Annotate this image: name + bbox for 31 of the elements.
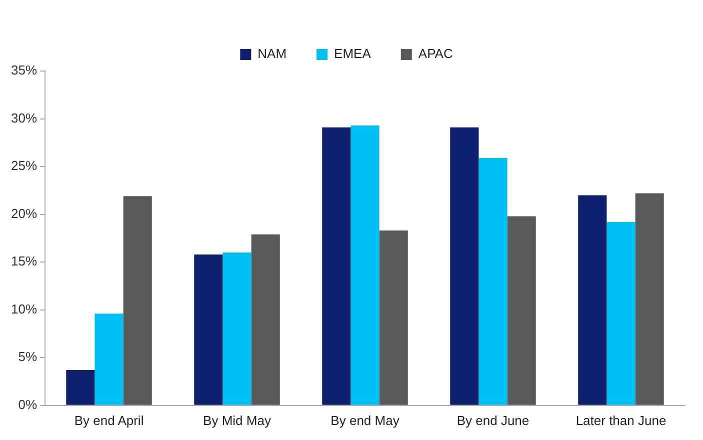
bar (322, 127, 351, 405)
bar (478, 158, 508, 405)
legend-label: EMEA (334, 46, 372, 62)
y-tick-label: 35% (10, 62, 38, 78)
y-tick-label: 15% (10, 254, 38, 269)
y-tick-label: 0% (18, 396, 38, 412)
bar (222, 252, 252, 405)
y-tick-label: 20% (10, 206, 38, 221)
bar (606, 222, 636, 405)
x-tick-label: By Mid May (203, 412, 272, 428)
legend-label: APAC (418, 46, 453, 62)
bar (350, 125, 380, 405)
bar (123, 196, 152, 405)
bar (94, 314, 124, 405)
y-tick-label: 25% (10, 158, 38, 174)
bar (66, 370, 95, 405)
y-tick-label: 30% (10, 110, 38, 126)
legend-label: NAM (258, 46, 287, 62)
bar (379, 230, 408, 405)
y-tick-label: 10% (10, 301, 38, 316)
bar (450, 127, 479, 405)
x-tick-label: By end April (74, 412, 144, 428)
bar (578, 195, 607, 405)
x-tick-label: Later than June (576, 412, 666, 428)
x-tick-label: By end May (330, 412, 400, 428)
bar (635, 193, 664, 405)
bar (251, 234, 280, 405)
y-tick-label: 5% (18, 349, 38, 364)
bar (507, 216, 536, 405)
bar (194, 254, 223, 405)
x-tick-label: By end June (456, 412, 530, 428)
